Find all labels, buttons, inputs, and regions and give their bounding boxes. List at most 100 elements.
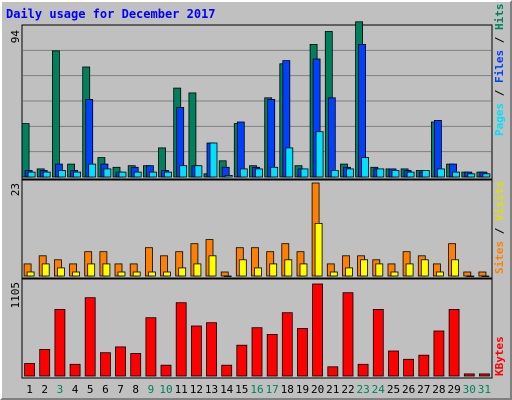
bar-files-day-23 bbox=[358, 44, 367, 178]
bar-visits-day-8 bbox=[132, 271, 141, 277]
bar-pages-day-16 bbox=[255, 168, 263, 178]
chart-title: Daily usage for December 2017 bbox=[6, 7, 216, 21]
bar-kbytes-day-6 bbox=[100, 352, 111, 377]
bar-pages-day-2 bbox=[42, 171, 51, 178]
bar-pages-day-30 bbox=[467, 173, 476, 178]
bar-visits-day-1 bbox=[26, 271, 35, 277]
bar-visits-day-11 bbox=[178, 267, 187, 277]
bar-hits-day-12 bbox=[188, 92, 197, 178]
bar-kbytes-day-5 bbox=[84, 297, 96, 377]
x-label-day-1: 1 bbox=[26, 383, 33, 396]
bar-pages-day-11 bbox=[179, 165, 188, 178]
bar-visits-day-12 bbox=[193, 263, 202, 277]
gridlines bbox=[22, 49, 492, 280]
bar-pages-day-31 bbox=[482, 173, 491, 178]
x-label-day-20: 20 bbox=[311, 383, 324, 396]
legend-panel-2: Sites / Visits bbox=[493, 181, 506, 274]
bar-visits-day-13 bbox=[208, 255, 217, 277]
bar-visits-day-31 bbox=[481, 275, 490, 277]
bar-kbytes-day-3 bbox=[54, 308, 66, 377]
bar-visits-day-23 bbox=[360, 259, 369, 277]
x-label-day-30: 30 bbox=[463, 383, 476, 396]
y-max-label-sites: 23 bbox=[9, 183, 22, 196]
bar-visits-day-14 bbox=[223, 275, 232, 277]
x-label-day-26: 26 bbox=[402, 383, 415, 396]
bar-visits-day-22 bbox=[345, 267, 353, 277]
x-label-day-12: 12 bbox=[190, 383, 203, 396]
bar-pages-day-20 bbox=[315, 131, 324, 178]
legend-pages: Pages bbox=[493, 103, 506, 136]
bar-pages-day-26 bbox=[406, 171, 415, 178]
bar-kbytes-day-20 bbox=[312, 283, 324, 377]
bar-kbytes-day-22 bbox=[342, 292, 354, 377]
x-label-day-7: 7 bbox=[117, 383, 124, 396]
bar-visits-day-6 bbox=[102, 263, 111, 277]
x-label-day-2: 2 bbox=[41, 383, 48, 396]
x-label-day-31: 31 bbox=[478, 383, 491, 396]
bar-visits-day-25 bbox=[390, 271, 399, 277]
legend-sites: Sites bbox=[493, 241, 506, 274]
x-label-day-27: 27 bbox=[417, 383, 430, 396]
x-axis-labels: 1 2 3 4 5 6 7 8 9 10 11 12 13 14 15 16 17 18 19 20 21 22 23 24 2… bbox=[26, 383, 491, 396]
bar-pages-day-17 bbox=[270, 166, 279, 178]
x-label-day-5: 5 bbox=[87, 383, 94, 396]
bar-visits-day-16 bbox=[254, 267, 262, 277]
bar-visits-day-28 bbox=[435, 271, 444, 277]
bar-pages-day-4 bbox=[73, 171, 81, 178]
bar-files-day-17 bbox=[267, 99, 276, 178]
legend-visits: Visits bbox=[493, 181, 506, 221]
x-label-day-4: 4 bbox=[72, 383, 79, 396]
legend-sep-1: / bbox=[493, 83, 506, 103]
bar-visits-day-4 bbox=[72, 271, 80, 277]
bar-kbytes-day-24 bbox=[372, 308, 384, 377]
bar-kbytes-day-1 bbox=[24, 363, 36, 377]
bar-kbytes-day-13 bbox=[206, 322, 217, 377]
bar-kbytes-day-17 bbox=[266, 333, 278, 377]
x-label-day-11: 11 bbox=[175, 383, 188, 396]
bar-hits-day-1 bbox=[21, 123, 30, 178]
bar-kbytes-day-21 bbox=[327, 366, 339, 377]
bar-visits-day-24 bbox=[375, 263, 384, 277]
x-label-day-22: 22 bbox=[341, 383, 354, 396]
bar-visits-day-27 bbox=[420, 259, 429, 277]
bar-visits-day-9 bbox=[147, 271, 156, 277]
bar-pages-day-24 bbox=[376, 168, 385, 178]
bar-pages-day-1 bbox=[27, 171, 36, 178]
x-label-day-24: 24 bbox=[372, 383, 386, 396]
x-label-day-15: 15 bbox=[235, 383, 248, 396]
bar-pages-day-8 bbox=[133, 171, 142, 178]
bar-kbytes-day-9 bbox=[145, 317, 157, 377]
bar-files-day-21 bbox=[327, 97, 336, 178]
y-max-label-hits: 94 bbox=[9, 30, 22, 44]
bar-kbytes-day-19 bbox=[297, 328, 308, 377]
legend-panel-1: Pages / Files / Hits bbox=[493, 4, 506, 137]
bar-visits-day-3 bbox=[57, 267, 65, 277]
bar-pages-day-7 bbox=[118, 171, 127, 178]
bar-kbytes-day-27 bbox=[418, 354, 430, 377]
bar-kbytes-day-15 bbox=[236, 344, 248, 377]
bar-visits-day-30 bbox=[466, 275, 475, 277]
bar-kbytes-day-16 bbox=[251, 327, 263, 377]
bar-pages-day-29 bbox=[452, 171, 461, 178]
bar-kbytes-day-2 bbox=[39, 348, 51, 377]
bar-visits-day-21 bbox=[329, 271, 338, 277]
x-label-day-9: 9 bbox=[148, 383, 155, 396]
bar-pages-day-9 bbox=[148, 171, 157, 178]
bar-sites-day-30 bbox=[463, 271, 472, 277]
x-label-day-6: 6 bbox=[102, 383, 109, 396]
x-label-day-13: 13 bbox=[205, 383, 218, 396]
bar-kbytes-day-8 bbox=[130, 353, 142, 377]
x-label-day-18: 18 bbox=[281, 383, 294, 396]
legend-sep-3: / bbox=[493, 221, 506, 241]
x-label-day-14: 14 bbox=[220, 383, 234, 396]
bar-kbytes-day-26 bbox=[403, 358, 415, 377]
bar-kbytes-day-25 bbox=[388, 350, 399, 377]
bar-kbytes-day-18 bbox=[281, 312, 293, 377]
bar-visits-day-10 bbox=[163, 271, 171, 277]
legend-sep-2: / bbox=[493, 30, 506, 50]
bar-visits-day-29 bbox=[451, 259, 460, 277]
bar-kbytes-day-7 bbox=[115, 346, 126, 377]
bar-pages-day-21 bbox=[330, 170, 339, 178]
bar-pages-day-18 bbox=[285, 147, 294, 178]
